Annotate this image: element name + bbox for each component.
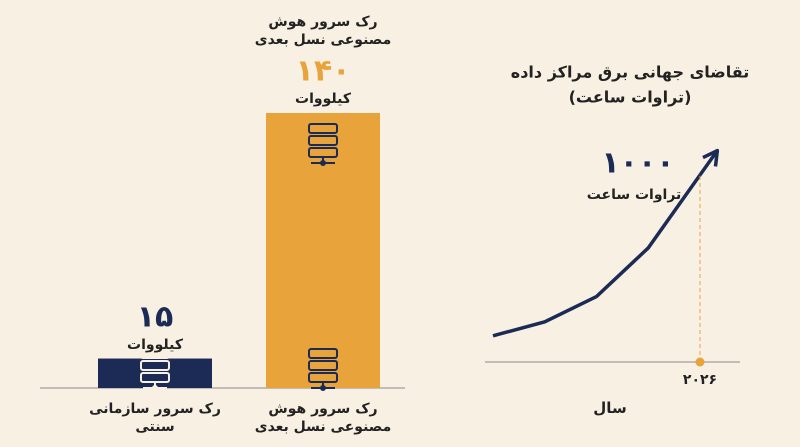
unit-label: تراوات ساعت xyxy=(586,187,682,203)
arrow-head xyxy=(702,148,720,167)
bar xyxy=(266,113,380,388)
tick-dot xyxy=(695,357,705,367)
unit-label: کیلووات xyxy=(295,91,351,107)
arrow-shaft xyxy=(698,149,719,177)
line xyxy=(492,173,702,338)
x-axis-label: سال xyxy=(593,399,627,417)
value-label: ۱۴۰ xyxy=(295,53,351,89)
category-label: رک سرور سازمانی سنتی xyxy=(89,401,221,435)
chart-title: تقاضای جهانی برق مراکز داده xyxy=(510,62,750,82)
x-tick-label: ۲۰۲۶ xyxy=(682,372,718,388)
unit-label: کیلووات xyxy=(127,336,183,353)
bar-header: رک سرور هوش مصنوعی نسل بعدی xyxy=(254,14,392,48)
chart-subtitle: (تراوات ساعت) xyxy=(568,87,692,107)
category-label: رک سرور هوش مصنوعی نسل بعدی xyxy=(254,401,392,435)
value-label: ۱۰۰۰ xyxy=(601,145,675,181)
value-label: ۱۵ xyxy=(136,299,174,335)
